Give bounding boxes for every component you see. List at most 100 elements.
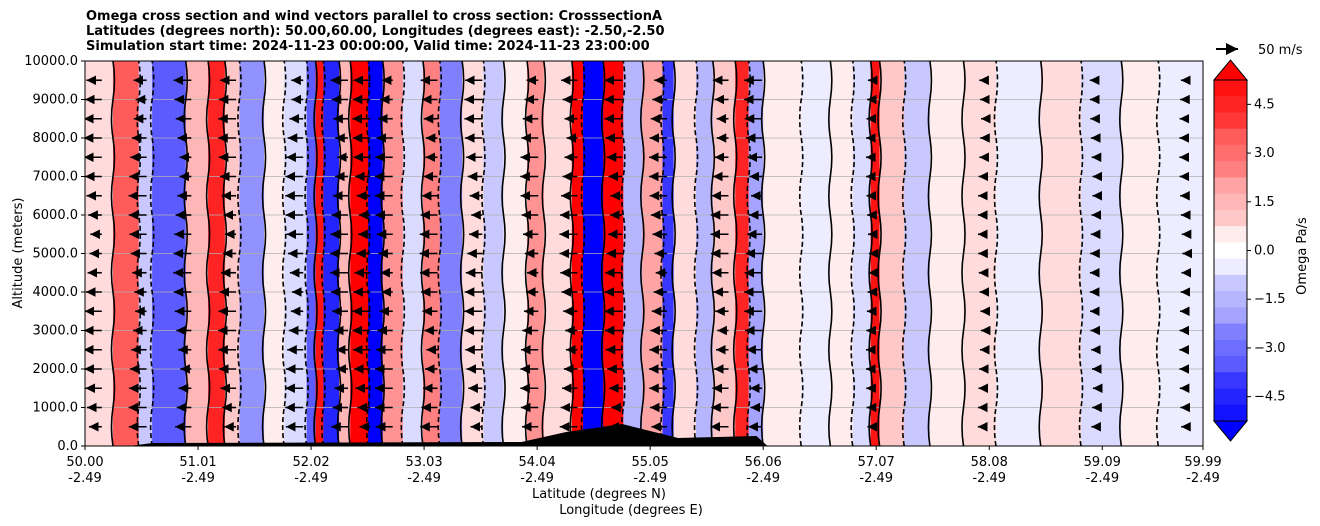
omega-contour [1038,61,1044,446]
omega-contour [828,61,833,446]
omega-contour [400,61,406,446]
y-tick-label: 5000.0 [33,247,79,262]
omega-contour [149,61,155,446]
omega-contour [437,61,443,446]
y-tick-label: 1000.0 [33,401,79,416]
omega-contour [993,61,999,446]
x-axis-label: Latitude (degrees N) [532,487,666,502]
omega-contour [732,61,738,446]
colorbar-segment [1214,339,1247,357]
omega-contour [927,61,933,446]
omega-contour [671,61,676,446]
colorbar-segment [1214,291,1247,308]
colorbar-tick-label: 3.0 [1254,146,1275,161]
x-tick-label-lon: -2.49 [68,471,102,486]
colorbar-segment [1214,209,1247,227]
omega-contour [693,61,699,446]
vector-key-label: 50 m/s [1258,43,1303,58]
contour-layer [110,61,1161,446]
colorbar-tick-label: 0.0 [1254,244,1275,259]
terrain-shape [129,424,768,446]
omega-contour [541,61,547,446]
omega-contour [600,61,606,446]
x-tick-label-lon: -2.49 [1186,471,1220,486]
omega-contour [481,61,486,446]
colorbar-tick-label: 1.5 [1254,195,1275,210]
y-tick-label: 2000.0 [33,362,79,377]
y-tick-label: 3000.0 [33,324,79,339]
colorbar: 4.5 3.0 1.5 0.0 −1.5 −3.0 −4.5 [1212,59,1286,442]
omega-contour [877,61,882,446]
omega-contour [850,61,856,446]
colorbar-segment [1214,193,1247,211]
colorbar-segment [1214,388,1247,406]
colorbar-segment [1214,226,1247,243]
omega-contour [760,61,766,446]
x-tick-label-lat: 55.05 [632,455,669,470]
x-tick-label-lat: 57.07 [858,455,895,470]
x-tick-label-lon: -2.49 [407,471,441,486]
colorbar-segment [1214,80,1247,97]
omega-contour [205,61,211,446]
x-tick-label-lat: 59.09 [1084,455,1121,470]
x-tick-label-lat: 58.08 [971,455,1008,470]
colorbar-segment [1214,274,1247,292]
omega-contour [304,61,309,446]
omega-contour [459,61,465,446]
omega-contour [237,61,242,446]
omega-contour [321,61,326,446]
omega-contour [961,61,966,446]
colorbar-segment [1214,372,1247,390]
x-tick-label-lon: -2.49 [520,471,554,486]
omega-contour [901,61,907,446]
omega-contour [1155,61,1161,446]
colorbar-segment [1214,96,1247,113]
y-tick-label: 4000.0 [33,285,79,300]
colorbar-segment [1214,404,1247,422]
x-tick-label-lat: 56.06 [745,455,782,470]
omega-contour [798,61,804,446]
omega-contour [261,61,267,446]
colorbar-segment [1214,258,1247,276]
omega-contour [620,61,626,446]
colorbar-tick-label: −3.0 [1254,341,1286,356]
omega-contour [501,61,506,446]
colorbar-label: Omega Pa/s [1295,217,1310,295]
omega-contour [281,61,287,446]
grid-layer [85,99,1203,408]
colorbar-tick-label: −4.5 [1254,390,1286,405]
x-tick-label-lon: -2.49 [1085,471,1119,486]
omega-contour [1119,61,1124,446]
colorbar-segment [1214,112,1247,130]
chart-title: Omega cross section and wind vectors par… [86,9,665,54]
colorbar-tick-label: −1.5 [1254,292,1286,307]
x-tick-label-lon: -2.49 [294,471,328,486]
colorbar-segment [1214,128,1247,146]
omega-contour [110,61,116,446]
omega-contour [580,61,586,446]
x-tick-label-lon: -2.49 [859,471,893,486]
colorbar-segment [1214,177,1247,195]
x-tick-label-lat: 51.01 [179,455,216,470]
colorbar-segment [1214,307,1247,325]
x-tick-label-lon: -2.49 [972,471,1006,486]
colorbar-segment [1214,144,1247,162]
y-tick-label: 0.0 [57,439,78,454]
x-tick-label-lat: 52.02 [292,455,329,470]
omega-contour [1078,61,1084,446]
colorbar-segment [1214,242,1247,260]
omega-contour [313,61,318,446]
y-tick-label: 8000.0 [33,131,79,146]
y-axis-label: Altitude (meters) [11,198,26,309]
title-line-3: Simulation start time: 2024-11-23 00:00:… [86,39,650,54]
y-axis: 0.0 1000.0 2000.0 3000.0 4000.0 5000.0 6000.0 7… [24,54,85,454]
y-tick-label: 10000.0 [24,54,78,69]
omega-contour [640,61,645,446]
colorbar-segment [1214,323,1247,341]
y-tick-label: 7000.0 [33,170,79,185]
colorbar-extend-high [1212,59,1249,81]
title-line-1: Omega cross section and wind vectors par… [86,9,663,24]
colorbar-segment [1214,356,1247,373]
x-tick-label-lon: -2.49 [633,471,667,486]
